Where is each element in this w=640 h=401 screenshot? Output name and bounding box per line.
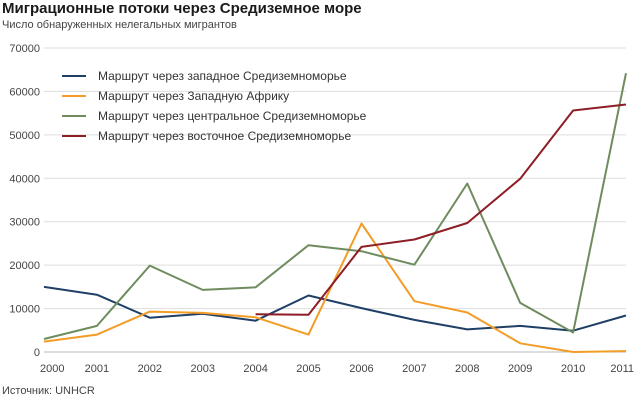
y-tick-label: 70000 bbox=[9, 43, 40, 55]
y-tick-label: 20000 bbox=[9, 260, 40, 272]
chart-subtitle: Число обнаруженных нелегальных мигрантов bbox=[2, 19, 237, 31]
legend-label: Маршрут через Западную Африку bbox=[98, 89, 289, 103]
x-tick-label: 2009 bbox=[508, 363, 532, 375]
x-tick-label: 2003 bbox=[190, 363, 214, 375]
y-tick-label: 10000 bbox=[9, 304, 40, 316]
series-line-3 bbox=[43, 73, 627, 340]
legend-label: Маршрут через восточное Средиземноморье bbox=[98, 129, 351, 143]
series-line-4 bbox=[255, 103, 627, 316]
x-tick-label: 2007 bbox=[402, 363, 426, 375]
y-tick-label: 50000 bbox=[9, 130, 40, 142]
chart-source: Источник: UNHCR bbox=[2, 385, 95, 397]
legend-label: Маршрут через центральное Средиземноморь… bbox=[98, 109, 367, 123]
x-tick-label: 2008 bbox=[455, 363, 479, 375]
x-tick-label: 2005 bbox=[296, 363, 320, 375]
y-tick-label: 40000 bbox=[9, 173, 40, 185]
x-tick-label: 2001 bbox=[85, 363, 109, 375]
legend-label: Маршрут через западное Средиземноморье bbox=[98, 69, 347, 83]
chart-title: Миграционные потоки через Средиземное мо… bbox=[2, 0, 362, 17]
x-tick-label: 2000 bbox=[40, 363, 64, 375]
x-tick-label: 2004 bbox=[243, 363, 267, 375]
series-line-2 bbox=[43, 222, 627, 353]
x-tick-label: 2002 bbox=[138, 363, 162, 375]
y-tick-label: 0 bbox=[34, 347, 40, 359]
x-tick-label: 2011 bbox=[610, 363, 634, 375]
y-tick-label: 30000 bbox=[9, 217, 40, 229]
y-tick-label: 60000 bbox=[9, 86, 40, 98]
x-tick-label: 2010 bbox=[561, 363, 585, 375]
x-tick-label: 2006 bbox=[349, 363, 373, 375]
series-line-1 bbox=[43, 285, 627, 332]
